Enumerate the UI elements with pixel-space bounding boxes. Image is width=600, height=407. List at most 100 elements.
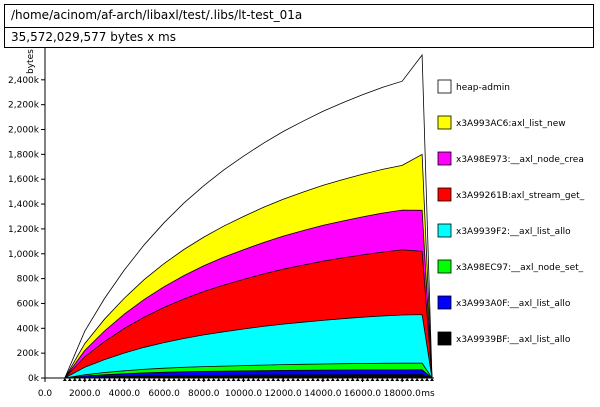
y-tick-label: 1,200k (8, 225, 40, 235)
x-tick-label: 18000.0 (384, 389, 421, 399)
sample-mark (420, 378, 425, 381)
legend-swatch (437, 79, 452, 94)
sample-mark (176, 378, 181, 381)
sample-mark (107, 378, 112, 381)
sample-mark (67, 378, 72, 381)
sample-mark (181, 378, 186, 381)
sample-mark (291, 378, 296, 381)
x-tick-label: 12000.0 (265, 389, 302, 399)
legend-swatch (437, 187, 452, 202)
legend-label: x3A993AC6:axl_list_new (456, 119, 566, 129)
total-summary: 35,572,029,577 bytes x ms (11, 30, 176, 44)
legend-label: x3A98E973:__axl_node_crea (456, 155, 584, 165)
sample-mark (167, 378, 172, 381)
x-tick-label: 8000.0 (188, 389, 220, 399)
x-tick-label: 6000.0 (148, 389, 180, 399)
program-path: /home/acinom/af-arch/libaxl/test/.libs/l… (11, 8, 303, 22)
legend-label: x3A9939BF:__axl_list_allo (456, 335, 571, 345)
sample-mark (425, 378, 430, 381)
sample-mark (350, 378, 355, 381)
sample-mark (72, 378, 77, 381)
sample-mark (370, 378, 375, 381)
sample-mark (231, 378, 236, 381)
program-path-box: /home/acinom/af-arch/libaxl/test/.libs/l… (4, 4, 594, 28)
y-tick-label: 1,000k (8, 250, 40, 260)
sample-mark (276, 378, 281, 381)
sample-mark (286, 378, 291, 381)
sample-mark (266, 378, 271, 381)
sample-mark (251, 378, 256, 381)
area-layers (45, 53, 434, 379)
y-tick-label: 1,600k (8, 175, 40, 185)
x-tick-label: 0.0 (38, 389, 53, 399)
legend-label: heap-admin (456, 83, 510, 93)
sample-mark (305, 378, 310, 381)
sample-mark (256, 378, 261, 381)
sample-mark (335, 378, 340, 381)
sample-mark (380, 378, 385, 381)
sample-mark (221, 378, 226, 381)
sample-mark (301, 378, 305, 381)
x-tick-label: 2000.0 (69, 389, 101, 399)
x-tick-label: 10000.0 (225, 389, 262, 399)
sample-mark (410, 378, 415, 381)
y-tick-label: 2,400k (8, 76, 40, 86)
sample-mark (246, 378, 251, 381)
x-axis-label: ms (421, 389, 435, 399)
sample-mark (415, 378, 420, 381)
sample-mark (345, 378, 350, 381)
y-tick-label: 0k (28, 374, 40, 384)
legend-swatch (437, 295, 452, 310)
sample-mark (157, 378, 162, 381)
y-tick-label: 1,400k (8, 200, 40, 210)
sample-mark (92, 378, 97, 381)
sample-mark (77, 378, 82, 381)
sample-mark (430, 378, 434, 381)
sample-mark (206, 378, 211, 381)
sample-mark (365, 378, 370, 381)
sample-mark (261, 378, 266, 381)
total-summary-box: 35,572,029,577 bytes x ms (4, 27, 594, 48)
sample-mark (236, 378, 241, 381)
sample-mark (127, 378, 132, 381)
legend-swatch (437, 259, 452, 274)
sample-mark (142, 378, 147, 381)
sample-mark (226, 378, 231, 381)
x-tick-label: 16000.0 (344, 389, 381, 399)
sample-mark (211, 378, 216, 381)
sample-mark (385, 378, 390, 381)
sample-mark (271, 378, 276, 381)
legend-label: x3A98EC97:__axl_node_set_ (456, 263, 584, 273)
x-tick-label: 4000.0 (109, 389, 141, 399)
sample-mark (112, 378, 117, 381)
sample-mark (62, 378, 67, 381)
sample-mark (310, 378, 315, 381)
y-tick-label: 600k (17, 299, 40, 309)
sample-mark (296, 378, 301, 381)
sample-mark (87, 378, 92, 381)
sample-mark (132, 378, 137, 381)
sample-mark (325, 378, 330, 381)
sample-mark (191, 378, 196, 381)
sample-mark (405, 378, 410, 381)
area-x3a9939f2-axl-list-allo (45, 314, 433, 379)
legend-swatch (437, 151, 452, 166)
y-tick-label: 2,000k (8, 126, 40, 136)
sample-mark (137, 378, 142, 381)
x-tick-label: 14000.0 (304, 389, 341, 399)
sample-mark (330, 378, 335, 381)
sample-mark (172, 378, 176, 381)
legend: heap-admin x3A993AC6:axl_list_new x3A98E97… (437, 79, 585, 346)
y-tick-label: 400k (17, 324, 40, 334)
sample-mark (196, 378, 201, 381)
sample-mark (355, 378, 360, 381)
y-tick-label: 200k (17, 349, 40, 359)
sample-mark (117, 378, 122, 381)
sample-mark (315, 378, 320, 381)
sample-mark (147, 378, 152, 381)
sample-mark (152, 378, 157, 381)
legend-label: x3A99261B:axl_stream_get_ (456, 191, 585, 201)
legend-swatch (437, 331, 452, 346)
area-x3a9939bf-axl-list-allo (45, 374, 433, 379)
